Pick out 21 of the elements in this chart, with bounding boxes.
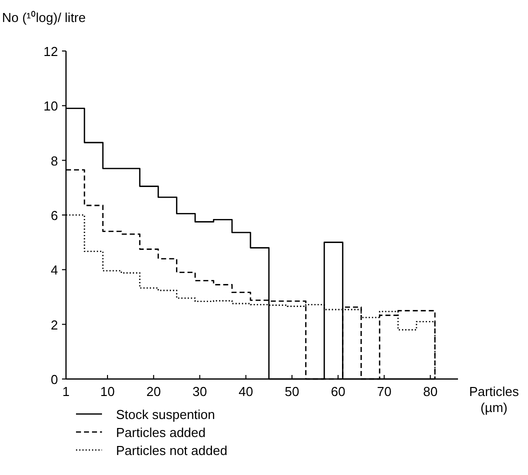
y-tick-label: 12 bbox=[44, 44, 58, 59]
x-tick-label: 70 bbox=[376, 384, 392, 399]
x-tick-label: 1 bbox=[62, 384, 70, 399]
y-tick-label: 6 bbox=[50, 208, 58, 223]
x-tick-label: 80 bbox=[423, 384, 438, 399]
x-tick-label: 30 bbox=[192, 384, 207, 399]
x-tick-label: 10 bbox=[100, 384, 115, 399]
y-tick-label: 10 bbox=[44, 98, 58, 114]
y-tick-label: 4 bbox=[50, 262, 58, 278]
y-axis-title: No (¹⁰log)/ litre bbox=[2, 10, 86, 25]
x-axis-title: Particles (µm) bbox=[469, 384, 520, 415]
legend-label: Particles not added bbox=[116, 443, 228, 458]
x-tick-label: 50 bbox=[284, 384, 300, 399]
y-tick-label: 8 bbox=[50, 153, 58, 168]
legend-label: Stock suspention bbox=[116, 407, 216, 422]
legend-label: Particles added bbox=[116, 425, 206, 440]
x-tick-label: 20 bbox=[146, 384, 161, 399]
x-tick-label: 40 bbox=[238, 384, 254, 399]
y-tick-label: 2 bbox=[50, 317, 58, 332]
x-tick-label: 60 bbox=[330, 384, 346, 399]
y-tick-label: 0 bbox=[50, 372, 58, 387]
